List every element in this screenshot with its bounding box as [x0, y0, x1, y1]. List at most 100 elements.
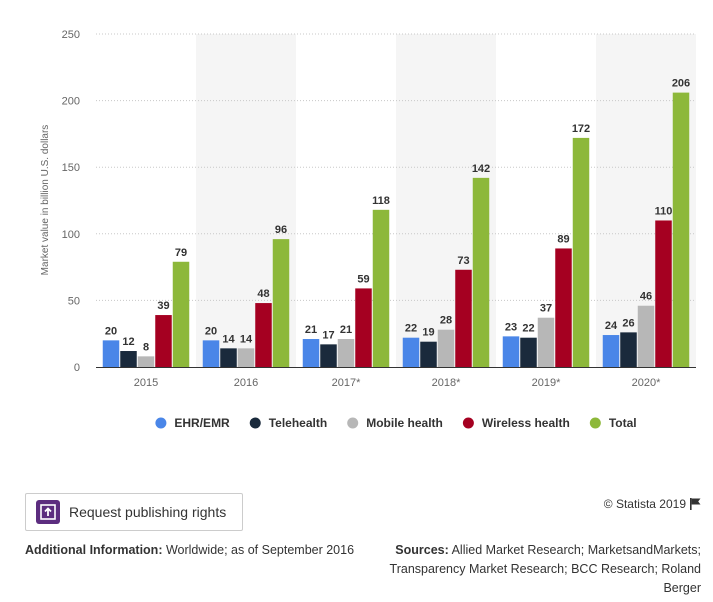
additional-info-text: Worldwide; as of September 2016: [165, 543, 355, 557]
data-label: 14: [222, 333, 235, 345]
bar[interactable]: [172, 261, 190, 367]
bar[interactable]: [537, 317, 555, 367]
data-label: 142: [472, 163, 490, 175]
sources: Sources: Allied Market Research; Markets…: [371, 541, 701, 598]
data-label: 79: [175, 247, 187, 259]
data-label: 22: [405, 323, 417, 335]
data-label: 28: [440, 315, 452, 327]
x-tick-label: 2015: [134, 377, 158, 389]
bar[interactable]: [502, 336, 520, 367]
legend-item[interactable]: Telehealth: [249, 416, 327, 430]
legend-item[interactable]: EHR/EMR: [155, 416, 230, 430]
legend-item[interactable]: Wireless health: [462, 416, 570, 430]
grid-lines: [96, 33, 696, 368]
bar[interactable]: [472, 177, 490, 367]
x-tick-label: 2016: [234, 377, 258, 389]
data-label: 39: [157, 300, 169, 312]
bar[interactable]: [220, 348, 237, 367]
additional-information: Additional Information: Worldwide; as of…: [25, 541, 365, 560]
y-tick-label: 200: [62, 96, 80, 108]
legend-label: EHR/EMR: [174, 416, 230, 430]
data-label: 206: [672, 78, 690, 90]
bar[interactable]: [572, 137, 590, 367]
bar[interactable]: [555, 248, 572, 367]
additional-info-label: Additional Information:: [25, 543, 163, 557]
bar[interactable]: [120, 351, 137, 367]
legend-label: Telehealth: [269, 416, 327, 430]
data-label: 46: [640, 291, 652, 303]
bar[interactable]: [455, 269, 472, 367]
y-axis-title: Market value in billion U.S. dollars: [40, 125, 51, 276]
legend-marker: [347, 417, 359, 429]
bar[interactable]: [672, 92, 690, 367]
bar[interactable]: [437, 329, 455, 367]
data-labels: 20 12 8 39 79 20 14 14 48 96 21 17 21 59 118 22 19 28 73 14…: [105, 78, 690, 354]
request-publishing-rights-label: Request publishing rights: [69, 504, 227, 520]
request-publishing-rights-button[interactable]: Request publishing rights: [25, 493, 243, 531]
flag-icon[interactable]: [690, 498, 701, 510]
y-tick-label: 0: [74, 362, 80, 374]
legend-item[interactable]: Mobile health: [347, 416, 443, 430]
y-tick-label: 100: [62, 229, 80, 241]
bar[interactable]: [520, 337, 537, 367]
data-label: 96: [275, 224, 287, 236]
legend-label: Total: [609, 416, 637, 430]
data-label: 24: [605, 320, 618, 332]
data-label: 20: [105, 325, 117, 337]
data-label: 14: [240, 333, 253, 345]
data-label: 21: [340, 324, 352, 336]
bar[interactable]: [355, 288, 372, 367]
bar[interactable]: [337, 339, 355, 367]
legend: EHR/EMR Telehealth Mobile health Wireless h…: [155, 416, 637, 430]
bar[interactable]: [102, 340, 120, 367]
bar[interactable]: [655, 220, 672, 367]
legend-marker: [249, 417, 261, 429]
x-tick-label: 2020*: [632, 377, 661, 389]
data-label: 59: [357, 273, 369, 285]
copyright-text: © Statista 2019: [603, 497, 686, 511]
x-tick-label: 2019*: [532, 377, 561, 389]
data-label: 19: [422, 327, 434, 339]
legend-marker: [155, 417, 167, 429]
x-tick-label: 2018*: [432, 377, 461, 389]
legend-label: Mobile health: [366, 416, 443, 430]
bar[interactable]: [637, 305, 655, 367]
bar[interactable]: [237, 348, 255, 367]
bar[interactable]: [320, 344, 337, 367]
y-tick-label: 150: [62, 162, 80, 174]
bar[interactable]: [155, 315, 172, 367]
data-label: 172: [572, 123, 590, 135]
bar[interactable]: [602, 335, 620, 367]
bar[interactable]: [272, 239, 290, 367]
legend-marker: [589, 417, 601, 429]
sources-label: Sources:: [395, 543, 449, 557]
data-label: 37: [540, 303, 552, 315]
bars: [102, 92, 690, 367]
data-label: 20: [205, 325, 217, 337]
legend-label: Wireless health: [482, 416, 570, 430]
data-label: 118: [372, 195, 390, 207]
x-tick-labels: 2015 2016 2017* 2018* 2019* 2020*: [134, 377, 661, 389]
y-tick-label: 250: [62, 29, 80, 41]
bar[interactable]: [302, 339, 320, 367]
data-label: 12: [122, 336, 134, 348]
data-label: 26: [622, 317, 634, 329]
bar[interactable]: [255, 303, 272, 367]
y-tick-labels: 0 50 100 150 200 250: [62, 29, 80, 374]
bar[interactable]: [202, 340, 220, 367]
bar[interactable]: [372, 209, 390, 367]
bar[interactable]: [137, 356, 155, 367]
legend-marker: [462, 417, 474, 429]
y-tick-label: 50: [68, 295, 80, 307]
data-label: 8: [143, 341, 149, 353]
copyright: © Statista 2019: [604, 497, 701, 511]
sources-text: Allied Market Research; MarketsandMarket…: [389, 543, 701, 595]
x-tick-label: 2017*: [332, 377, 361, 389]
bar[interactable]: [420, 341, 437, 367]
legend-item[interactable]: Total: [589, 416, 637, 430]
bar[interactable]: [620, 332, 637, 367]
data-label: 17: [322, 329, 334, 341]
data-label: 73: [457, 255, 469, 267]
publishing-rights-icon: [36, 500, 60, 524]
bar[interactable]: [402, 337, 420, 367]
